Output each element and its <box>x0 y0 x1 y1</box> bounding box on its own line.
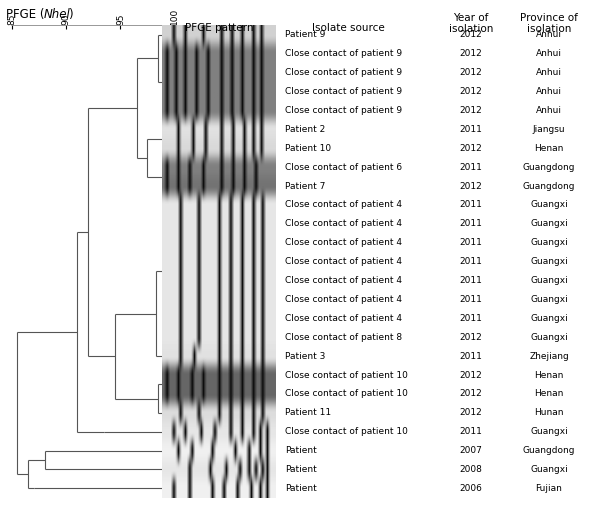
Text: Guangxi: Guangxi <box>530 333 568 342</box>
Text: Patient: Patient <box>285 446 317 455</box>
Text: Close contact of patient 10: Close contact of patient 10 <box>285 370 408 379</box>
Text: ): ) <box>68 8 73 21</box>
Text: Close contact of patient 4: Close contact of patient 4 <box>285 201 402 209</box>
Text: Hunan: Hunan <box>534 408 564 417</box>
Text: 2012: 2012 <box>460 370 482 379</box>
Text: Close contact of patient 4: Close contact of patient 4 <box>285 257 402 266</box>
Text: Close contact of patient 4: Close contact of patient 4 <box>285 314 402 323</box>
Text: Guangxi: Guangxi <box>530 314 568 323</box>
Text: PFGE (: PFGE ( <box>6 8 44 21</box>
Text: Nhel: Nhel <box>43 8 70 21</box>
Text: 2011: 2011 <box>460 276 482 285</box>
Text: Close contact of patient 10: Close contact of patient 10 <box>285 427 408 436</box>
Text: Guangxi: Guangxi <box>530 257 568 266</box>
Text: Jiangsu: Jiangsu <box>533 125 565 134</box>
Text: Fujian: Fujian <box>536 484 562 493</box>
Text: Guangxi: Guangxi <box>530 427 568 436</box>
Text: Close contact of patient 6: Close contact of patient 6 <box>285 163 402 172</box>
Text: 2012: 2012 <box>460 333 482 342</box>
Text: Henan: Henan <box>535 370 563 379</box>
Text: Anhui: Anhui <box>536 30 562 39</box>
Text: Close contact of patient 4: Close contact of patient 4 <box>285 238 402 247</box>
Text: Year of
isolation: Year of isolation <box>449 13 493 35</box>
Text: 2012: 2012 <box>460 181 482 190</box>
Text: Henan: Henan <box>535 390 563 398</box>
Text: Anhui: Anhui <box>536 49 562 58</box>
Text: 2011: 2011 <box>460 257 482 266</box>
Text: Close contact of patient 9: Close contact of patient 9 <box>285 106 402 115</box>
Text: 2012: 2012 <box>460 30 482 39</box>
Text: Guangxi: Guangxi <box>530 219 568 228</box>
Text: Guangxi: Guangxi <box>530 465 568 474</box>
Text: Patient: Patient <box>285 465 317 474</box>
Text: Anhui: Anhui <box>536 106 562 115</box>
Text: 2011: 2011 <box>460 125 482 134</box>
Text: Anhui: Anhui <box>536 87 562 96</box>
Text: 2012: 2012 <box>460 390 482 398</box>
Text: Close contact of patient 4: Close contact of patient 4 <box>285 219 402 228</box>
Text: Patient 3: Patient 3 <box>285 352 325 361</box>
Text: 2011: 2011 <box>460 163 482 172</box>
Text: Patient 9: Patient 9 <box>285 30 325 39</box>
Text: 2012: 2012 <box>460 87 482 96</box>
Text: Guangdong: Guangdong <box>523 163 575 172</box>
Text: 2012: 2012 <box>460 408 482 417</box>
Text: Close contact of patient 10: Close contact of patient 10 <box>285 390 408 398</box>
Text: 2008: 2008 <box>460 465 482 474</box>
Text: 2011: 2011 <box>460 201 482 209</box>
Text: 2011: 2011 <box>460 352 482 361</box>
Text: Zhejiang: Zhejiang <box>529 352 569 361</box>
Text: Close contact of patient 9: Close contact of patient 9 <box>285 68 402 77</box>
Text: Guangxi: Guangxi <box>530 276 568 285</box>
Text: Guangxi: Guangxi <box>530 201 568 209</box>
Text: Close contact of patient 9: Close contact of patient 9 <box>285 49 402 58</box>
Text: Patient 11: Patient 11 <box>285 408 331 417</box>
Text: 2011: 2011 <box>460 314 482 323</box>
Text: Isolate source: Isolate source <box>311 23 385 33</box>
Text: Close contact of patient 4: Close contact of patient 4 <box>285 276 402 285</box>
Text: Province of
isolation: Province of isolation <box>520 13 578 35</box>
Text: PFGE pattern: PFGE pattern <box>185 23 253 33</box>
Text: 2006: 2006 <box>460 484 482 493</box>
Text: Patient 2: Patient 2 <box>285 125 325 134</box>
Text: 2011: 2011 <box>460 295 482 304</box>
Text: Patient: Patient <box>285 484 317 493</box>
Text: 2011: 2011 <box>460 427 482 436</box>
Text: Anhui: Anhui <box>536 68 562 77</box>
Text: 2012: 2012 <box>460 68 482 77</box>
Text: 2011: 2011 <box>460 238 482 247</box>
Text: Guangxi: Guangxi <box>530 295 568 304</box>
Text: Close contact of patient 8: Close contact of patient 8 <box>285 333 402 342</box>
Text: Henan: Henan <box>535 144 563 153</box>
Text: 2011: 2011 <box>460 219 482 228</box>
Text: 2012: 2012 <box>460 144 482 153</box>
Text: Guangxi: Guangxi <box>530 238 568 247</box>
Text: Guangdong: Guangdong <box>523 181 575 190</box>
Text: Patient 10: Patient 10 <box>285 144 331 153</box>
Text: 2012: 2012 <box>460 49 482 58</box>
Text: Patient 7: Patient 7 <box>285 181 325 190</box>
Text: Guangdong: Guangdong <box>523 446 575 455</box>
Text: Close contact of patient 9: Close contact of patient 9 <box>285 87 402 96</box>
Text: 2012: 2012 <box>460 106 482 115</box>
Text: 2007: 2007 <box>460 446 482 455</box>
Text: Close contact of patient 4: Close contact of patient 4 <box>285 295 402 304</box>
